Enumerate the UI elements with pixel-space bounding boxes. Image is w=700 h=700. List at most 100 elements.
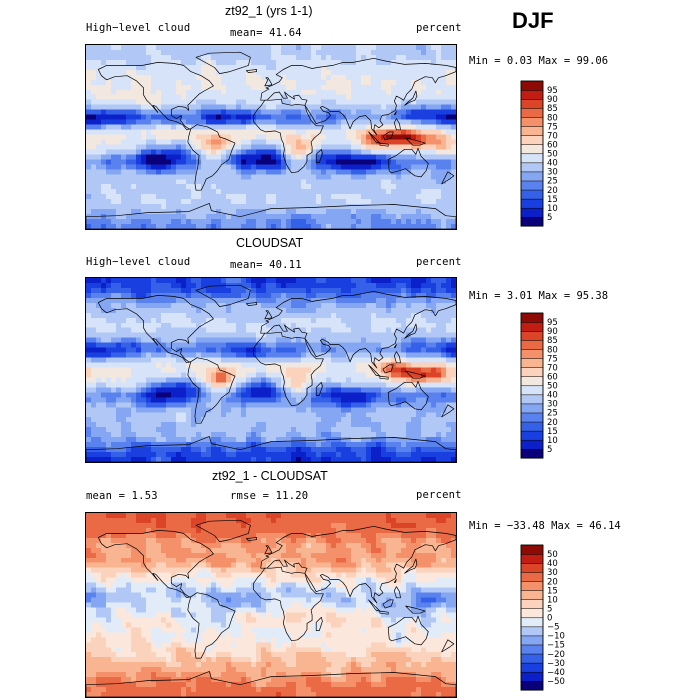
field-cell	[181, 79, 187, 86]
field-cell	[406, 59, 412, 66]
field-cell	[176, 104, 182, 111]
field-cell	[331, 179, 337, 185]
field-cell	[176, 79, 182, 86]
field-cell	[166, 104, 172, 111]
field-cell	[141, 422, 147, 428]
field-cell	[126, 342, 132, 349]
field-cell	[316, 124, 322, 131]
field-cell	[151, 129, 157, 136]
field-cell	[281, 69, 287, 76]
field-cell	[161, 347, 167, 354]
field-cell	[296, 292, 302, 299]
field-cell	[436, 54, 442, 61]
field-cell	[401, 292, 407, 299]
field-cell	[356, 184, 362, 190]
field-cell	[301, 59, 307, 66]
field-cell	[311, 352, 317, 359]
field-cell	[271, 297, 277, 304]
field-cell	[346, 278, 352, 284]
field-cell	[171, 402, 177, 408]
field-cell	[396, 362, 402, 369]
field-cell	[316, 59, 322, 66]
field-cell	[411, 347, 417, 354]
field-cell	[401, 209, 407, 215]
field-cell	[246, 184, 252, 190]
field-cell	[381, 139, 387, 146]
field-cell	[346, 387, 352, 393]
field-cell	[346, 397, 352, 403]
field-cell	[236, 169, 242, 175]
field-cell	[366, 322, 372, 329]
field-cell	[286, 337, 292, 344]
field-cell	[246, 332, 252, 339]
field-cell	[341, 74, 347, 81]
field-cell	[411, 139, 417, 146]
field-cell	[231, 45, 237, 51]
field-cell	[276, 114, 282, 121]
field-cell	[206, 407, 212, 413]
field-cell	[176, 119, 182, 126]
field-cell	[191, 209, 197, 215]
field-cell	[166, 64, 172, 71]
field-cell	[151, 367, 157, 374]
field-cell	[186, 307, 192, 314]
field-cell	[241, 129, 247, 136]
field-cell	[386, 282, 392, 289]
field-cell	[311, 74, 317, 81]
field-cell	[106, 174, 112, 180]
field-cell	[266, 74, 272, 81]
field-cell	[346, 129, 352, 136]
field-cell	[411, 317, 417, 324]
field-cell	[131, 89, 137, 96]
field-cell	[381, 332, 387, 339]
field-cell	[321, 219, 327, 225]
field-cell	[411, 64, 417, 71]
field-cell	[131, 109, 137, 116]
field-cell	[321, 224, 327, 229]
field-cell	[286, 174, 292, 180]
field-cell	[276, 287, 282, 294]
field-cell	[396, 287, 402, 294]
field-cell	[416, 124, 422, 131]
field-cell	[261, 327, 267, 334]
field-cell	[211, 209, 217, 215]
field-cell	[381, 169, 387, 175]
field-cell	[126, 64, 132, 71]
field-cell	[151, 377, 157, 384]
field-cell	[221, 149, 227, 155]
field-cell	[106, 204, 112, 210]
field-cell	[276, 45, 282, 51]
field-cell	[356, 312, 362, 319]
field-cell	[266, 282, 272, 289]
field-cell	[96, 372, 102, 379]
field-cell	[271, 134, 277, 141]
field-cell	[171, 352, 177, 359]
field-cell	[376, 199, 382, 205]
field-cell	[436, 322, 442, 329]
field-cell	[341, 312, 347, 319]
field-cell	[316, 199, 322, 205]
colorbar-swatch	[520, 135, 544, 145]
field-cell	[266, 392, 272, 398]
field-cell	[86, 422, 92, 428]
field-cell	[86, 287, 92, 294]
field-cell	[431, 387, 437, 393]
field-cell	[211, 64, 217, 71]
field-cell	[376, 154, 382, 160]
field-cell	[201, 109, 207, 116]
field-cell	[411, 402, 417, 408]
field-cell	[91, 312, 97, 319]
field-cell	[376, 149, 382, 155]
field-cell	[256, 367, 262, 374]
field-cell	[321, 322, 327, 329]
field-cell	[356, 84, 362, 91]
field-cell	[351, 382, 357, 388]
field-cell	[296, 174, 302, 180]
field-cell	[406, 312, 412, 319]
field-cell	[186, 312, 192, 319]
field-cell	[141, 45, 147, 51]
field-cell	[181, 169, 187, 175]
field-cell	[136, 129, 142, 136]
field-cell	[111, 109, 117, 116]
field-cell	[326, 362, 332, 369]
